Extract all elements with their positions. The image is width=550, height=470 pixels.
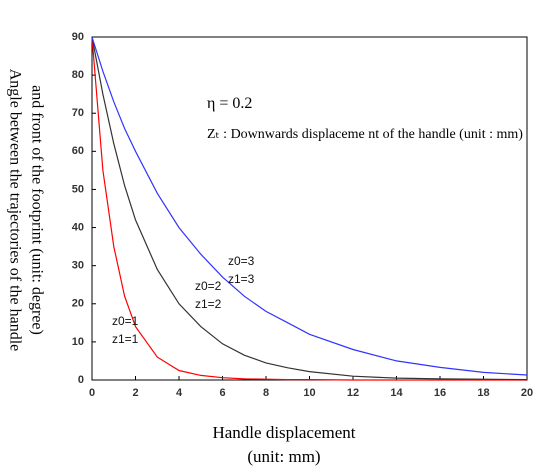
series-label: z0=2 [195,279,222,293]
x-tick-label: 18 [477,387,489,399]
y-label-line: Angle between the trajectories of the ha… [6,69,23,352]
x-label-line: (unit: mm) [247,447,320,466]
series-label: z1=1 [112,332,139,346]
x-label-line: Handle displacement [212,423,355,442]
y-tick-label: 60 [72,145,84,157]
y-label: Angle between the trajectories of the ha… [6,69,45,352]
annotation: Zₜ : Downwards displaceme nt of the hand… [207,127,523,142]
x-tick-label: 16 [434,387,446,399]
series-line [91,36,528,376]
x-tick-label: 2 [132,387,138,399]
y-label-line: and front of the footprint (unit: degree… [28,85,45,335]
x-tick-label: 4 [176,387,183,399]
plot-frame [91,36,528,381]
y-tick-label: 20 [72,298,84,310]
y-tick-label: 40 [72,221,84,233]
series-label: z0=3 [228,254,255,268]
y-tick-label: 80 [72,69,84,81]
series-line [91,36,527,381]
y-tick-label: 50 [72,183,84,195]
series-label: z0=1 [112,314,139,328]
x-tick-label: 10 [303,387,315,399]
y-tick-label: 70 [72,107,84,119]
x-tick-label: 8 [263,387,269,399]
x-tick-label: 6 [219,387,225,399]
x-tick-label: 20 [521,387,533,399]
y-tick-label: 0 [78,374,84,386]
series-label: z1=2 [195,297,222,311]
x-tick-label: 12 [347,387,359,399]
y-tick-label: 90 [72,31,84,43]
annotation: η = 0.2 [207,95,252,112]
x-tick-label: 14 [390,387,403,399]
x-tick-label: 0 [89,387,95,399]
y-tick-label: 10 [72,336,84,348]
y-tick-label: 30 [72,260,84,272]
series-line [91,36,528,381]
series-label: z1=3 [228,272,255,286]
